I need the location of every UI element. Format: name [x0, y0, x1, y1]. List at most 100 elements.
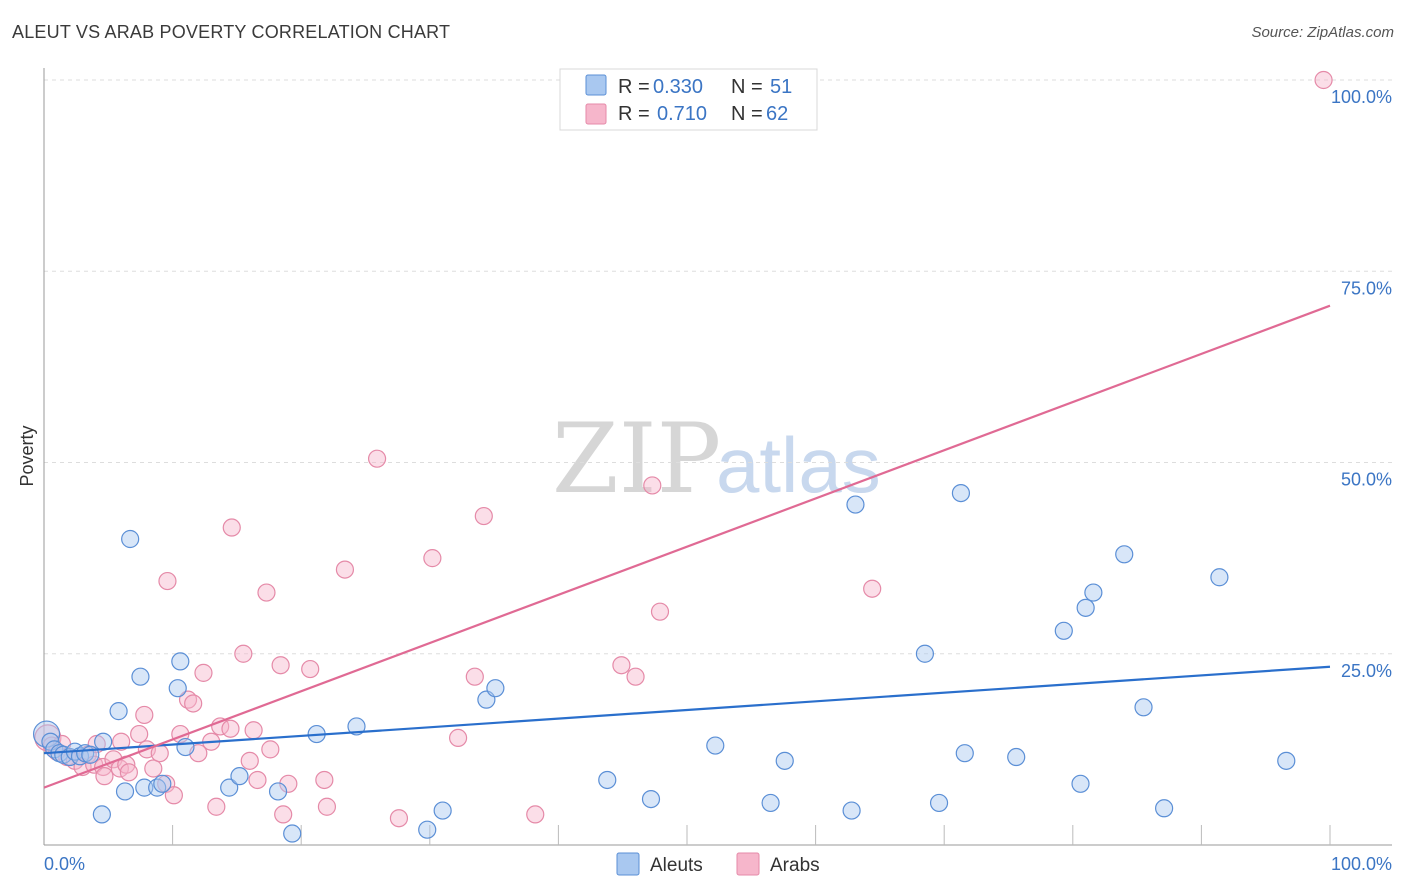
arabs-point [112, 732, 131, 751]
x-axis-ticks [172, 825, 1331, 845]
arabs-point [144, 759, 163, 778]
aleuts-point [283, 824, 302, 843]
arabs-n-value: 62 [766, 103, 788, 125]
aleuts-series-swatch [616, 852, 640, 876]
arabs-legend-swatch [585, 103, 607, 125]
arabs-point [130, 724, 149, 744]
y-axis-tick-labels: 25.0% 50.0% 75.0% 100.0% [1331, 87, 1392, 681]
arabs-point [863, 579, 882, 598]
aleuts-point [92, 805, 111, 824]
x-tick-label-min: 0.0% [44, 854, 85, 874]
arabs-point [207, 797, 226, 816]
aleuts-point [846, 495, 865, 514]
aleuts-point [761, 793, 780, 813]
watermark-zip: ZIP [552, 403, 721, 515]
aleuts-point [486, 679, 505, 698]
arabs-point [279, 774, 298, 793]
aleuts-point [955, 744, 974, 763]
aleuts-point [1054, 621, 1073, 640]
arabs-point [194, 663, 213, 682]
arabs-point [465, 667, 484, 686]
aleuts-r-label: R = [618, 76, 650, 98]
arabs-r-value: 0.710 [657, 103, 707, 125]
x-tick-label-max: 100.0% [1331, 854, 1392, 874]
arabs-series-swatch [736, 852, 760, 876]
aleuts-point [706, 736, 725, 755]
arabs-point [164, 786, 183, 805]
arabs-point [526, 805, 545, 824]
arabs-points [34, 70, 1333, 828]
aleuts-point [1277, 751, 1296, 770]
series-legend: Aleuts Arabs [616, 852, 820, 876]
y-axis-label: Poverty [17, 425, 37, 486]
aleuts-point [1155, 799, 1174, 818]
aleuts-point [1007, 747, 1026, 767]
aleuts-point [220, 778, 239, 797]
aleuts-point [951, 484, 971, 503]
aleuts-point [418, 820, 437, 839]
arabs-point [257, 583, 276, 602]
y-tick-label-75: 75.0% [1341, 278, 1392, 298]
aleuts-n-value: 51 [770, 76, 792, 98]
arabs-r-label: R = [618, 103, 650, 125]
arabs-point [612, 656, 631, 675]
aleuts-trendline [43, 665, 1331, 755]
aleuts-points [32, 484, 1296, 843]
aleuts-point [131, 667, 150, 686]
aleuts-point [1134, 698, 1153, 717]
aleuts-point [109, 702, 128, 721]
arabs-point [240, 751, 259, 770]
aleuts-point [433, 801, 452, 820]
arabs-point [222, 518, 241, 537]
arabs-point [301, 659, 320, 679]
arabs-point [367, 449, 387, 468]
aleuts-point [268, 782, 288, 801]
aleuts-point [775, 751, 794, 770]
arabs-point [248, 770, 267, 790]
arabs-point [135, 705, 154, 725]
arabs-trendline [43, 304, 1331, 789]
arabs-point [335, 560, 355, 579]
arabs-point [119, 763, 138, 782]
arabs-point [626, 667, 645, 686]
trendlines [43, 304, 1331, 789]
aleuts-point [1071, 774, 1090, 793]
aleuts-r-value: 0.330 [653, 76, 703, 98]
arabs-point [423, 549, 442, 568]
arabs-point [474, 506, 493, 526]
aleuts-n-label: N = [731, 76, 763, 98]
arabs-point [158, 571, 177, 591]
aleuts-point [842, 801, 861, 820]
arabs-series-label: Arabs [770, 855, 820, 876]
aleuts-series-label: Aleuts [650, 855, 703, 876]
aleuts-point [929, 793, 949, 813]
aleuts-point [1210, 568, 1229, 587]
aleuts-point [915, 644, 935, 663]
watermark-atlas: atlas [716, 421, 881, 509]
aleuts-legend-swatch [585, 74, 607, 96]
aleuts-point [168, 679, 187, 698]
arabs-point [389, 809, 409, 828]
aleuts-point [347, 717, 366, 736]
watermark: ZIP atlas [552, 403, 881, 515]
y-tick-label-25: 25.0% [1341, 661, 1392, 681]
arabs-point [261, 740, 280, 759]
aleuts-point [1076, 598, 1095, 617]
source-credit: Source: ZipAtlas.com [1251, 24, 1394, 41]
gridlines [44, 79, 1392, 655]
aleuts-point [121, 529, 140, 549]
aleuts-point [171, 652, 190, 671]
arabs-point [317, 797, 337, 816]
arabs-point [184, 694, 203, 713]
aleuts-point [153, 774, 172, 793]
arabs-point [221, 719, 240, 738]
aleuts-point [94, 732, 113, 751]
arabs-point [315, 770, 334, 790]
aleuts-point [230, 767, 249, 786]
aleuts-point [115, 782, 135, 801]
aleuts-point [1084, 583, 1103, 602]
arabs-point [244, 721, 263, 740]
arabs-point [271, 656, 290, 675]
arabs-n-label: N = [731, 103, 763, 125]
